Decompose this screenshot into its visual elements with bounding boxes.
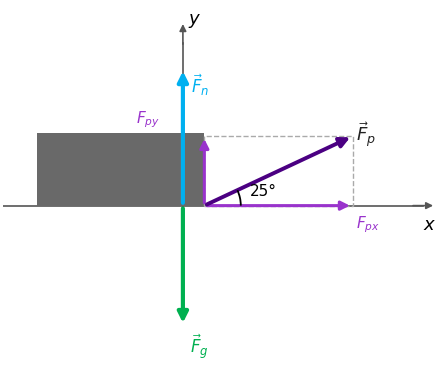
Text: $y$: $y$: [188, 12, 202, 30]
Text: $\vec{F}_n$: $\vec{F}_n$: [191, 73, 210, 98]
Text: $x$: $x$: [424, 216, 436, 234]
Text: $\vec{F}_p$: $\vec{F}_p$: [356, 121, 376, 150]
Bar: [37, 133, 204, 206]
Text: $\vec{F}_g$: $\vec{F}_g$: [190, 333, 209, 361]
Text: $F_{py}$: $F_{py}$: [136, 109, 159, 130]
Bar: [204, 136, 353, 206]
Text: 25°: 25°: [250, 184, 277, 199]
Text: $F_{px}$: $F_{px}$: [356, 214, 380, 235]
